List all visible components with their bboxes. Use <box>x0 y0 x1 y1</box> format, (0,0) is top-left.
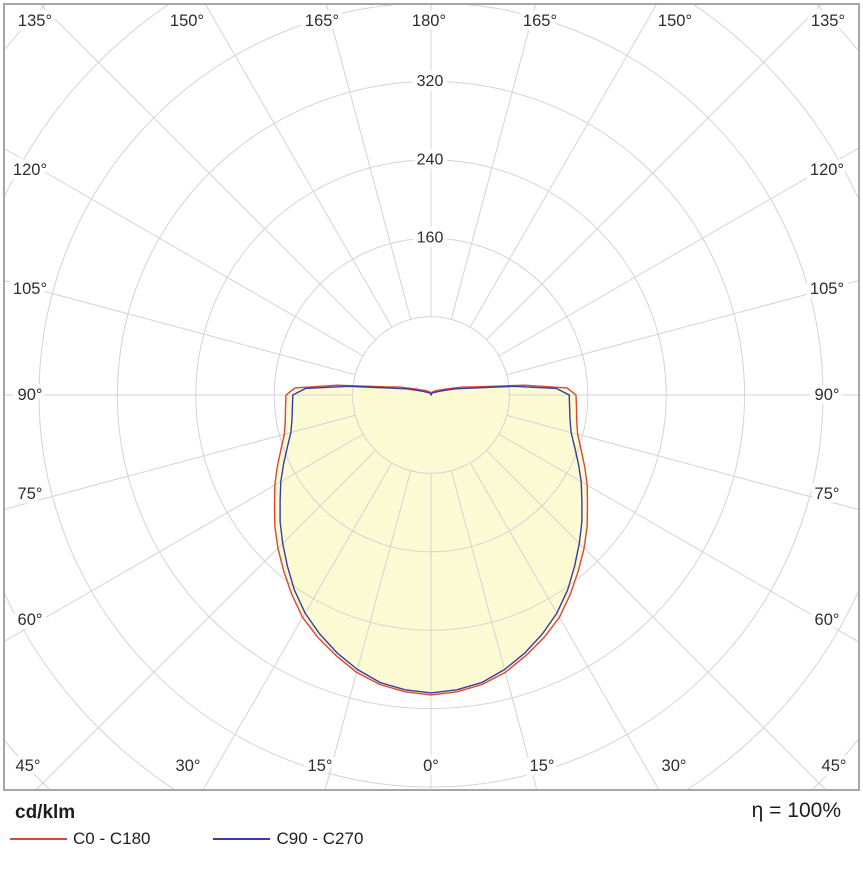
angle-label-left-105°: 105° <box>13 280 47 298</box>
grid-radial-45 <box>486 450 826 789</box>
legend: C0 - C180 C90 - C270 <box>10 829 363 849</box>
angle-label-top-165°: 165° <box>523 12 557 30</box>
angle-label-top-180°: 180° <box>412 12 446 30</box>
grid-radial-315 <box>36 450 376 789</box>
angle-label-top-165°: 165° <box>305 12 339 30</box>
legend-label-c0-c180: C0 - C180 <box>73 829 151 848</box>
legend-line-c0-c180 <box>10 838 67 840</box>
angle-label-bottom-15°: 15° <box>308 757 333 775</box>
angle-label-left-120°: 120° <box>13 161 47 179</box>
grid-radial-150 <box>469 5 657 328</box>
grid-radial-210 <box>205 5 393 328</box>
angle-label-bottom-30°: 30° <box>176 757 201 775</box>
chart-footer: cd/klm η = 100% C0 - C180 C90 - C270 <box>0 793 863 869</box>
angle-label-bottom-45°: 45° <box>822 757 847 775</box>
grid-radial-165 <box>450 5 537 320</box>
angle-label-left-90°: 90° <box>18 386 43 404</box>
grid-radial-345 <box>324 470 412 789</box>
angle-label-top-150°: 150° <box>658 12 692 30</box>
angle-label-top-135°: 135° <box>18 12 52 30</box>
grid-radial-15 <box>450 470 538 789</box>
angle-label-right-90°: 90° <box>815 386 840 404</box>
grid-radial-105 <box>506 280 858 376</box>
angle-label-top-135°: 135° <box>811 12 845 30</box>
polar-grid <box>5 5 858 789</box>
grid-radial-135 <box>486 5 822 340</box>
polar-chart-canvas: 135° 150° 165° 180° 165° 150° 135° 45° 30° 15° 0° 1… <box>3 3 860 791</box>
grid-radial-240 <box>5 148 364 357</box>
angle-label-right-105°: 105° <box>810 280 844 298</box>
grid-radial-330 <box>202 462 393 789</box>
angle-label-right-75°: 75° <box>815 485 840 503</box>
grid-radial-195 <box>325 5 412 320</box>
grid-radial-300 <box>5 433 364 642</box>
grid-radial-285 <box>5 414 356 510</box>
ring-label-240: 240 <box>417 151 444 168</box>
angle-label-bottom-15°: 15° <box>530 757 555 775</box>
grid-radial-255 <box>5 280 356 376</box>
grid-radial-225 <box>40 5 376 340</box>
curve-C90-C270 <box>279 385 583 694</box>
angle-label-bottom-30°: 30° <box>662 757 687 775</box>
angle-label-bottom-45°: 45° <box>16 757 41 775</box>
grid-radial-60 <box>498 433 858 643</box>
grid-radial-75 <box>506 414 858 510</box>
ring-label-160: 160 <box>417 230 444 247</box>
ring-label-320: 320 <box>417 73 444 90</box>
angle-label-top-150°: 150° <box>170 12 204 30</box>
angle-label-right-120°: 120° <box>810 161 844 179</box>
polar-intensity-chart: 135° 150° 165° 180° 165° 150° 135° 45° 30° 15° 0° 1… <box>3 3 860 791</box>
intensity-curves <box>273 384 589 696</box>
angle-label-left-60°: 60° <box>18 611 43 629</box>
grid-radial-120 <box>498 147 858 357</box>
unit-label: cd/klm <box>15 802 76 823</box>
angle-label-right-60°: 60° <box>815 611 840 629</box>
grid-radial-30 <box>469 462 660 789</box>
legend-label-c90-c270: C90 - C270 <box>276 829 364 848</box>
legend-line-c90-c270 <box>213 838 271 840</box>
angle-label-bottom-0°: 0° <box>423 757 439 775</box>
chart-frame-border <box>3 3 860 791</box>
angle-label-left-75°: 75° <box>18 485 43 503</box>
efficiency-label: η = 100% <box>751 799 841 822</box>
